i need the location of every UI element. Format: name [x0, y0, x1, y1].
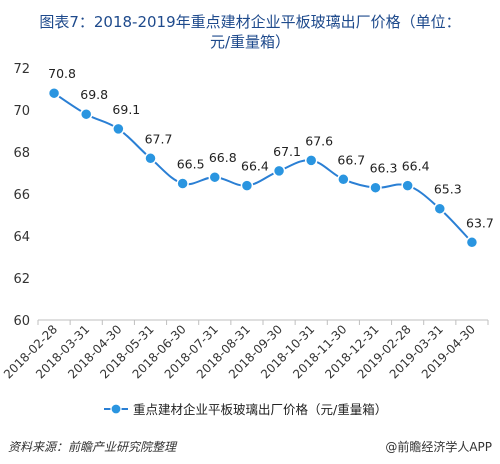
data-point — [47, 86, 61, 100]
data-label: 66.8 — [209, 150, 237, 165]
credit-note: @前瞻经济学人APP — [385, 440, 492, 454]
data-label: 66.4 — [241, 159, 269, 174]
data-point — [401, 179, 414, 192]
data-label: 63.7 — [466, 215, 494, 230]
legend-label: 重点建材企业平板玻璃出厂价格（元/重量箱） — [133, 402, 387, 417]
data-label: 67.7 — [145, 131, 173, 146]
data-label: 69.1 — [112, 102, 140, 117]
y-tick-label: 66 — [13, 188, 30, 203]
source-note: 资料来源：前瞻产业研究院整理 — [8, 440, 177, 454]
legend-marker — [110, 403, 122, 415]
data-point — [79, 107, 93, 121]
data-point — [465, 236, 479, 249]
data-label: 67.1 — [273, 144, 301, 159]
data-label: 67.6 — [305, 133, 333, 148]
y-tick-label: 62 — [13, 272, 30, 287]
chart-title-line1: 图表7：2018-2019年重点建材企业平板玻璃出厂价格（单位： — [39, 13, 461, 31]
data-point — [208, 170, 222, 184]
data-label: 70.8 — [48, 66, 76, 81]
y-tick-label: 72 — [13, 62, 30, 77]
data-label: 66.4 — [402, 159, 430, 174]
chart-title-line2: 元/重量箱） — [209, 33, 291, 51]
data-point — [369, 181, 382, 194]
data-label: 66.5 — [177, 157, 205, 172]
data-label: 66.3 — [370, 161, 398, 176]
data-label: 69.8 — [80, 87, 108, 102]
chart-title: 图表7：2018-2019年重点建材企业平板玻璃出厂价格（单位： 元/重量箱） — [0, 12, 500, 52]
data-point — [304, 154, 318, 167]
y-tick-label: 68 — [13, 146, 30, 161]
y-tick-label: 64 — [13, 230, 30, 245]
y-tick-label: 70 — [13, 104, 30, 119]
data-point — [272, 164, 286, 178]
data-point — [144, 152, 157, 165]
y-tick-label: 60 — [13, 314, 30, 329]
data-label: 65.3 — [434, 182, 462, 197]
data-point — [176, 177, 189, 190]
data-point — [112, 122, 125, 136]
data-label: 66.7 — [337, 152, 365, 167]
data-point — [337, 173, 350, 186]
data-point — [433, 202, 447, 215]
data-point — [240, 179, 254, 192]
